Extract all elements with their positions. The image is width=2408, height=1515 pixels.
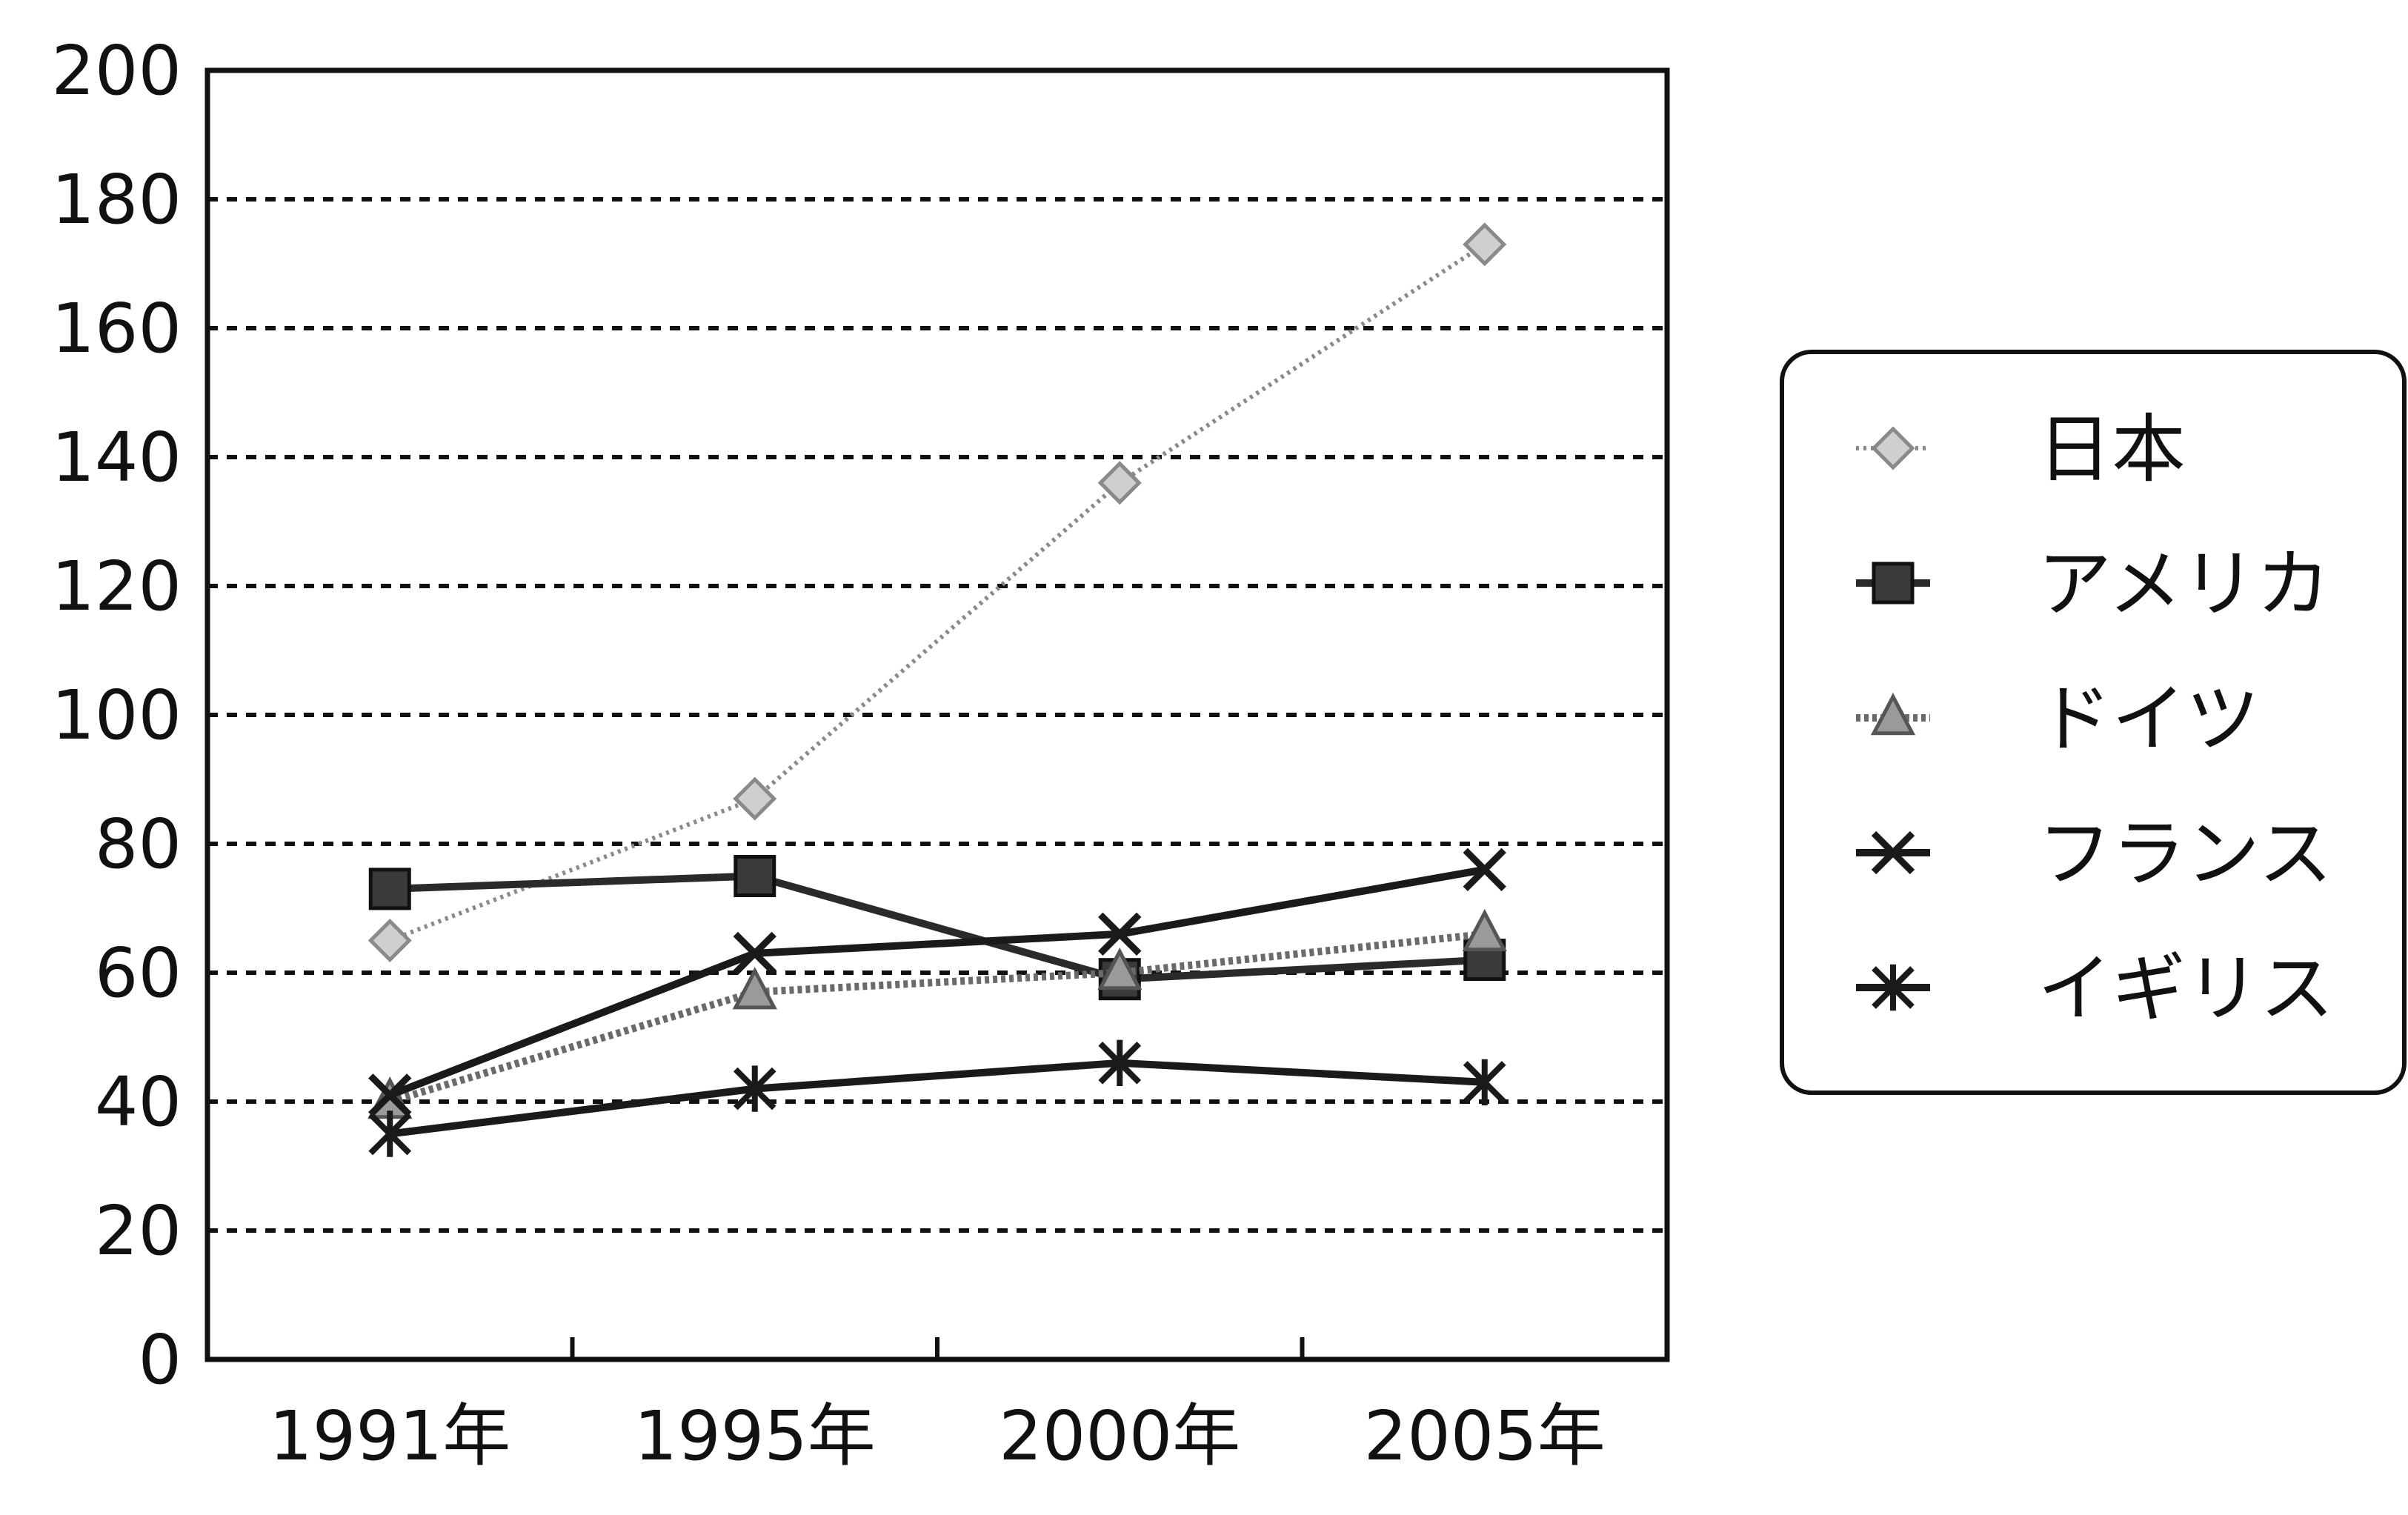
data-point-marker bbox=[1870, 693, 1916, 736]
y-tick-label: 0 bbox=[138, 1320, 182, 1399]
legend-label: 日本 bbox=[2038, 406, 2186, 493]
x-marker-stroke bbox=[1871, 830, 1915, 875]
y-tick-label: 140 bbox=[51, 418, 182, 497]
y-tick-label: 20 bbox=[95, 1191, 182, 1271]
y-tick-label: 200 bbox=[51, 31, 182, 110]
data-point-marker bbox=[1463, 1059, 1506, 1106]
triangle-marker bbox=[1097, 948, 1143, 990]
series-line bbox=[389, 242, 1486, 943]
series-lines bbox=[367, 222, 1507, 1157]
grid-lines bbox=[207, 197, 1667, 1233]
data-point-marker bbox=[733, 1065, 776, 1112]
triangle-marker bbox=[732, 967, 777, 1010]
data-point-marker bbox=[734, 855, 776, 897]
triangle-marker bbox=[1870, 693, 1916, 736]
square-marker bbox=[1872, 562, 1915, 605]
data-point-marker bbox=[733, 931, 776, 976]
data-point-marker bbox=[1872, 964, 1915, 1011]
data-point-marker bbox=[1097, 461, 1142, 505]
x-tick-label: 1991年 bbox=[269, 1396, 510, 1476]
data-point-marker bbox=[368, 1111, 412, 1157]
data-point-marker bbox=[733, 776, 777, 821]
diamond-marker bbox=[733, 776, 777, 821]
x-marker-stroke bbox=[1098, 912, 1142, 956]
y-tick-label: 120 bbox=[51, 547, 182, 626]
legend-label: フランス bbox=[2038, 810, 2332, 897]
y-tick-label: 100 bbox=[51, 676, 182, 755]
series-アメリカ bbox=[368, 855, 1506, 1001]
x-marker-stroke bbox=[1463, 848, 1506, 891]
legend-box bbox=[1780, 350, 2407, 1095]
data-point-marker bbox=[1098, 1039, 1142, 1086]
x-tick-label: 2005年 bbox=[1364, 1396, 1606, 1476]
data-point-marker bbox=[1462, 908, 1507, 952]
x-tick-label: 1995年 bbox=[634, 1396, 876, 1476]
data-point-marker bbox=[1871, 426, 1915, 470]
x-marker-stroke bbox=[368, 1073, 412, 1117]
legend-label: アメリカ bbox=[2038, 541, 2330, 627]
series-イギリス bbox=[368, 1039, 1506, 1157]
data-point-marker bbox=[1097, 948, 1143, 990]
data-point-marker bbox=[732, 967, 777, 1010]
diamond-marker bbox=[367, 918, 412, 963]
data-point-marker bbox=[1463, 222, 1507, 267]
axes bbox=[204, 67, 1670, 1362]
legend-label: ドイツ bbox=[2038, 676, 2260, 762]
y-tick-label: 80 bbox=[95, 805, 182, 884]
y-tick-label: 160 bbox=[51, 289, 182, 368]
square-marker bbox=[734, 855, 776, 897]
diamond-marker bbox=[1463, 222, 1507, 267]
x-marker-stroke bbox=[733, 931, 776, 976]
data-point-marker bbox=[368, 868, 411, 910]
square-marker bbox=[368, 868, 411, 910]
x-tick-label: 2000年 bbox=[999, 1396, 1240, 1476]
data-point-marker bbox=[1098, 912, 1142, 956]
diamond-marker bbox=[1097, 461, 1142, 505]
legend-label: イギリス bbox=[2038, 945, 2334, 1032]
triangle-marker bbox=[1462, 908, 1507, 952]
series-日本 bbox=[367, 222, 1507, 963]
data-point-marker bbox=[1871, 830, 1915, 875]
y-tick-labels: 0 20 40 60 80 100 120 140 160 180 200 bbox=[51, 31, 182, 1399]
legend-entry: イギリス bbox=[1856, 945, 2334, 1032]
series-line bbox=[390, 872, 1486, 983]
y-tick-label: 180 bbox=[51, 160, 182, 239]
series-フランス bbox=[368, 848, 1506, 1117]
data-point-marker bbox=[367, 918, 412, 963]
y-tick-label: 40 bbox=[95, 1062, 182, 1142]
x-tick-labels: 1991年 1995年 2000年 2005年 bbox=[269, 1396, 1606, 1476]
series-line bbox=[389, 1059, 1486, 1138]
diamond-marker bbox=[1871, 426, 1915, 470]
legend-entry: フランス bbox=[1856, 810, 2332, 897]
legend-entry: ドイツ bbox=[1856, 676, 2260, 762]
data-point-marker bbox=[1463, 848, 1506, 891]
series-line bbox=[388, 930, 1486, 1105]
y-tick-label: 60 bbox=[95, 933, 182, 1013]
series-line bbox=[388, 865, 1486, 1099]
legend-entry: 日本 bbox=[1856, 406, 2186, 493]
data-point-marker bbox=[368, 1073, 412, 1117]
legend-entry: アメリカ bbox=[1856, 541, 2330, 627]
data-point-marker bbox=[1872, 562, 1915, 605]
